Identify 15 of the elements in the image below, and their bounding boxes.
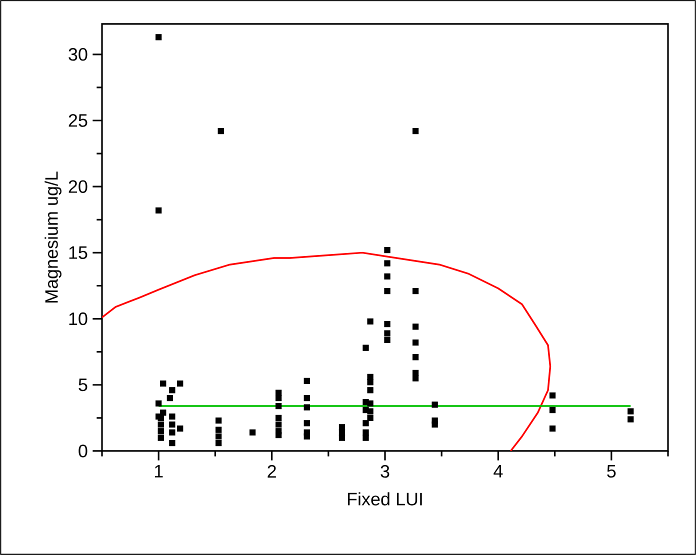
y-tick-label: 25 [68,114,88,127]
x-tick-label: 4 [494,465,503,478]
y-tick-label: 20 [68,180,88,193]
x-tick-label: 2 [268,465,276,478]
y-tick-label: 10 [69,312,88,326]
y-tick-label: 30 [68,48,88,61]
x-tick-label: 1 [154,465,163,478]
x-tick-label: 5 [607,465,616,478]
y-tick-label: 0 [78,444,88,458]
x-tick-label: 3 [380,465,390,478]
y-tick-label: 15 [69,246,88,259]
line-series [102,252,552,451]
y-tick-label: 5 [78,378,88,392]
x-axis-title: Fixed LUI [348,492,422,506]
y-axis-title: Magnesium ug/L [44,172,62,303]
